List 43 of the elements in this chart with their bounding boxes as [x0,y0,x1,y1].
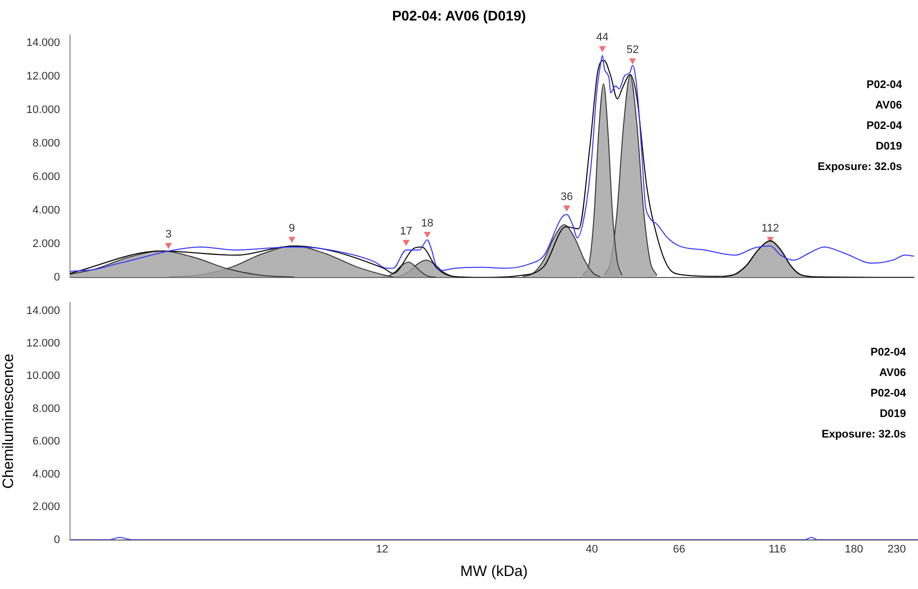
x-tick-label: 230 [887,543,906,556]
annotation: Exposure: 32.0s [818,160,902,173]
annotation: AV06 [879,367,906,380]
y-tick-label: 10.000 [26,370,60,382]
y-tick-label: 4.000 [32,468,60,480]
y-tick-label: 0 [54,534,60,546]
annotation: 52 [626,44,639,56]
annotation: 36 [560,190,573,203]
annotation: 18 [421,217,434,230]
annotation: 3 [165,228,172,240]
y-tick-label: 6.000 [32,436,60,448]
x-tick-label: 116 [768,543,786,556]
y-tick-label: 14.000 [26,304,60,317]
y-axis-title: Chemiluminescence [0,354,18,489]
annotation: P02-04 [866,78,903,91]
annotation: D019 [880,408,906,420]
annotation: 112 [762,222,780,234]
chart-title: P02-04: AV06 (D019) [392,7,526,24]
x-tick-label: 40 [586,543,598,556]
y-tick-label: 8.000 [32,138,60,150]
x-tick-label: 12 [376,543,388,556]
x-tick-label: 180 [844,543,864,556]
y-tick-label: 12.000 [26,70,60,83]
y-tick-label: 10.000 [26,104,60,116]
y-tick-label: 2.000 [32,238,60,250]
x-tick-label: 66 [673,543,686,556]
y-tick-label: 2.000 [32,501,60,514]
y-tick-label: 4.000 [32,204,60,217]
annotation: P02-04 [870,388,907,400]
y-tick-label: 0 [54,271,60,284]
y-tick-label: 12.000 [26,338,60,350]
y-tick-label: 8.000 [32,402,60,415]
y-tick-label: 14.000 [26,37,60,50]
annotation: P02-04 [866,120,903,132]
x-axis-title: MW (kDa) [460,563,528,580]
annotation: 17 [400,225,412,238]
annotation: 9 [288,222,295,234]
annotation: AV06 [875,99,902,112]
annotation: P02-04 [870,346,907,359]
annotation: 44 [596,32,609,44]
annotation: Exposure: 32.0s [822,428,906,441]
y-tick-label: 6.000 [32,171,60,184]
annotation: D019 [876,140,902,152]
